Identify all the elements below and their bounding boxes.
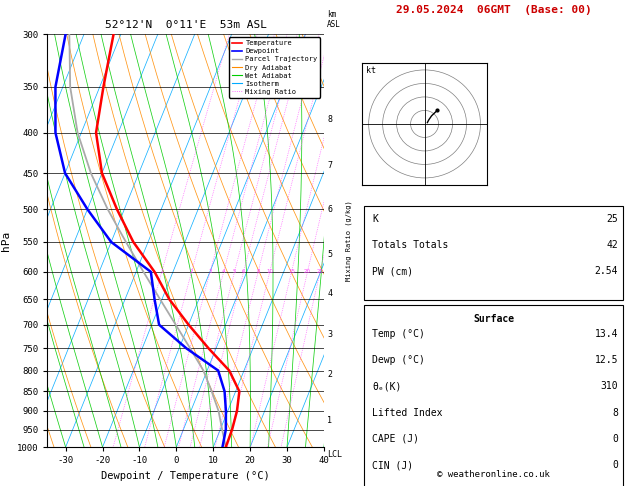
Text: 1: 1 — [160, 269, 164, 275]
Text: 4: 4 — [222, 269, 225, 275]
Text: 2.54: 2.54 — [594, 266, 618, 276]
Bar — [364, 206, 623, 300]
X-axis label: Dewpoint / Temperature (°C): Dewpoint / Temperature (°C) — [101, 471, 270, 481]
Text: 6: 6 — [242, 269, 245, 275]
Text: LCL: LCL — [327, 450, 342, 459]
Text: © weatheronline.co.uk: © weatheronline.co.uk — [437, 469, 550, 479]
Text: 1: 1 — [327, 416, 332, 425]
Text: PW (cm): PW (cm) — [372, 266, 413, 276]
Text: K: K — [372, 214, 378, 224]
Text: 2: 2 — [190, 269, 193, 275]
Text: 6: 6 — [327, 205, 332, 214]
Text: kt: kt — [366, 66, 376, 75]
Text: 8: 8 — [327, 115, 332, 124]
Text: 15: 15 — [288, 269, 295, 275]
Text: 5: 5 — [327, 250, 332, 259]
Text: km
ASL: km ASL — [327, 10, 341, 29]
Text: 0: 0 — [612, 434, 618, 444]
Text: 4: 4 — [327, 290, 332, 298]
Text: 12.5: 12.5 — [594, 355, 618, 365]
Text: Surface: Surface — [473, 314, 515, 324]
Text: 42: 42 — [606, 240, 618, 250]
Text: 2: 2 — [327, 370, 332, 379]
Text: θₑ(K): θₑ(K) — [372, 382, 402, 391]
Bar — [364, 305, 623, 486]
Text: 5: 5 — [233, 269, 237, 275]
Text: Totals Totals: Totals Totals — [372, 240, 448, 250]
Text: 13.4: 13.4 — [594, 329, 618, 339]
Text: CAPE (J): CAPE (J) — [372, 434, 420, 444]
Text: Mixing Ratio (g/kg): Mixing Ratio (g/kg) — [346, 200, 352, 281]
Text: Dewp (°C): Dewp (°C) — [372, 355, 425, 365]
Text: 29.05.2024  06GMT  (Base: 00): 29.05.2024 06GMT (Base: 00) — [396, 5, 592, 15]
Text: CIN (J): CIN (J) — [372, 460, 413, 470]
Y-axis label: hPa: hPa — [1, 230, 11, 251]
Text: Lifted Index: Lifted Index — [372, 408, 443, 417]
Text: 7: 7 — [327, 161, 332, 170]
Text: 25: 25 — [606, 214, 618, 224]
Title: 52°12'N  0°11'E  53m ASL: 52°12'N 0°11'E 53m ASL — [104, 20, 267, 31]
Text: 3: 3 — [208, 269, 212, 275]
Text: 8: 8 — [612, 408, 618, 417]
Text: 8: 8 — [257, 269, 260, 275]
Text: 10: 10 — [266, 269, 273, 275]
Text: 20: 20 — [304, 269, 311, 275]
Text: 25: 25 — [316, 269, 323, 275]
Text: 3: 3 — [327, 330, 332, 339]
Legend: Temperature, Dewpoint, Parcel Trajectory, Dry Adiabat, Wet Adiabat, Isotherm, Mi: Temperature, Dewpoint, Parcel Trajectory… — [229, 37, 320, 98]
Text: Temp (°C): Temp (°C) — [372, 329, 425, 339]
Text: 0: 0 — [612, 460, 618, 470]
Text: 310: 310 — [600, 382, 618, 391]
